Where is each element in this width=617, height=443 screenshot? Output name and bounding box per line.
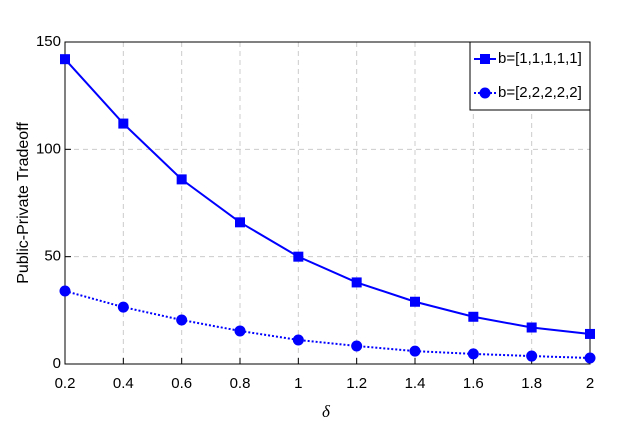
marker	[351, 340, 363, 352]
x-tick-label: 1	[294, 375, 302, 392]
marker	[59, 285, 71, 297]
x-tick-label: 1.2	[346, 375, 367, 392]
marker	[60, 54, 70, 65]
marker	[234, 325, 246, 337]
x-tick-label: 0.4	[113, 375, 134, 392]
x-tick-label: 2	[586, 375, 594, 392]
marker	[351, 277, 362, 288]
marker	[235, 217, 245, 228]
marker	[526, 322, 537, 333]
y-axis-label: Public-Private Tradeoff	[15, 122, 32, 284]
x-tick-label: 0.8	[230, 375, 251, 392]
legend-marker	[480, 54, 490, 64]
marker	[410, 296, 420, 307]
marker	[117, 301, 129, 313]
marker	[292, 334, 304, 346]
legend-box	[469, 41, 591, 111]
y-tick-label: 100	[36, 140, 61, 157]
x-tick-label: 0.6	[171, 375, 192, 392]
y-tick-label: 150	[36, 33, 61, 50]
marker	[526, 350, 538, 362]
x-tick-label: 0.2	[55, 375, 76, 392]
marker	[293, 251, 304, 262]
y-tick-label: 0	[53, 355, 61, 372]
y-tick-label: 50	[44, 248, 61, 265]
legend-label: b=[2,2,2,2,2]	[498, 84, 582, 101]
marker	[176, 314, 188, 326]
marker	[118, 118, 129, 129]
plot-frame	[64, 41, 591, 365]
marker	[176, 174, 187, 185]
marker	[585, 328, 595, 339]
legend-label: b=[1,1,1,1,1]	[498, 50, 582, 67]
x-tick-label: 1.6	[463, 375, 484, 392]
marker	[409, 345, 421, 357]
x-axis-label: δ	[322, 402, 331, 421]
marker	[468, 311, 479, 322]
legend-marker	[479, 87, 491, 99]
x-tick-label: 1.4	[405, 375, 426, 392]
marker	[467, 348, 479, 360]
marker	[584, 352, 596, 364]
series-line	[64, 58, 591, 335]
x-tick-label: 1.8	[521, 375, 542, 392]
